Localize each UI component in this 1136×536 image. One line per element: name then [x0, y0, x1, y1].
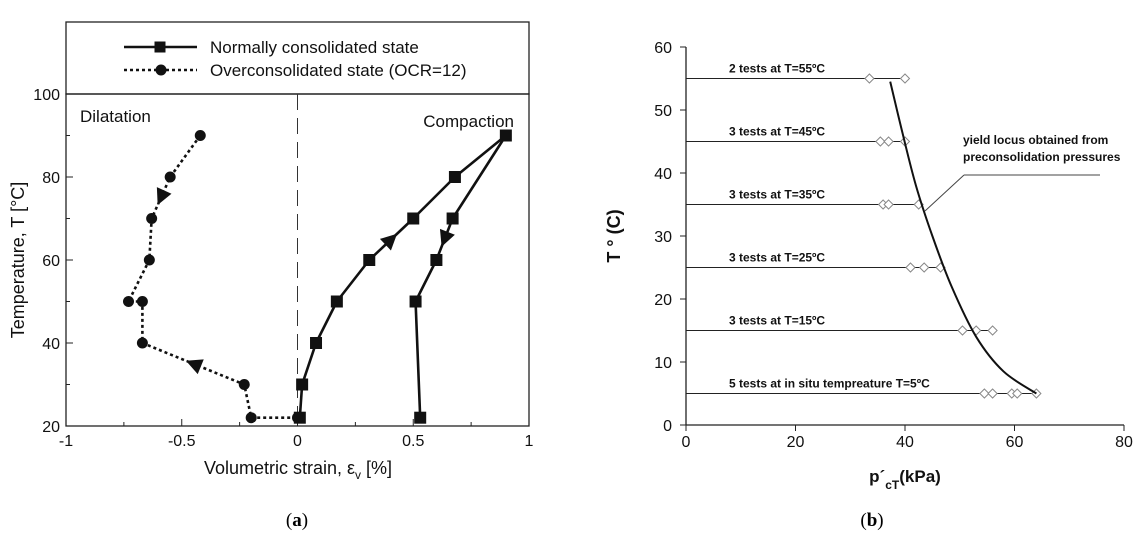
test-line-label: 3 tests at T=45ºC: [729, 125, 825, 139]
x-tick-label-a: -1: [59, 433, 73, 450]
data-point-square: [409, 295, 422, 308]
data-point-circle: [143, 254, 155, 266]
test-point-diamond: [987, 325, 998, 336]
y-tick-label-a: 100: [33, 87, 60, 104]
y-ticks-a: 20 40 60 80 100: [33, 87, 73, 436]
annotation-yield-locus-1: yield locus obtained from: [963, 133, 1108, 147]
data-point-square: [448, 171, 461, 183]
caption-b: (b): [860, 510, 883, 531]
legend-label-oc: Overconsolidated state (OCR=12): [210, 61, 467, 80]
test-point-diamond: [1012, 388, 1023, 399]
data-point-circle: [164, 171, 176, 183]
x-tick-label-b: 40: [896, 434, 914, 451]
data-point-circle: [245, 412, 257, 424]
test-point-diamond: [883, 199, 894, 210]
data-point-circle: [146, 213, 158, 224]
series-line-normally-consolidated: [298, 134, 508, 418]
test-line-label: 3 tests at T=35ºC: [729, 188, 825, 202]
direction-arrow: [379, 233, 398, 251]
data-point-square: [407, 212, 420, 225]
data-point-square: [330, 295, 343, 308]
test-point-diamond: [957, 325, 968, 336]
legend-box-a: [65, 21, 530, 95]
x-tick-label-b: 20: [787, 434, 805, 451]
data-point-circle: [136, 296, 148, 307]
x-tick-label-a: 0.5: [402, 433, 424, 450]
y-axis-label-a: Temperature, T [°C]: [8, 182, 28, 339]
data-point-square: [430, 254, 443, 266]
y-tick-label-b: 0: [663, 418, 672, 435]
x-tick-label-a: 0: [293, 433, 302, 450]
y-tick-label-b: 30: [654, 229, 672, 246]
y-tick-label-b: 60: [654, 40, 672, 57]
data-point-circle: [194, 130, 206, 141]
data-point-square: [414, 411, 427, 424]
test-point-diamond: [883, 136, 894, 147]
series-line-overconsolidated: [127, 134, 298, 420]
chart-a: Normally consolidated state Overconsolid…: [8, 21, 534, 531]
data-point-square: [310, 337, 323, 349]
y-tick-label-a: 60: [42, 253, 60, 270]
annotation-compaction: Compaction: [423, 112, 514, 131]
data-point-circle: [238, 379, 250, 390]
x-ticks-a: -1 -0.5 0 0.5 1: [59, 419, 534, 450]
x-tick-label-b: 80: [1115, 434, 1133, 451]
test-line-label: 3 tests at T=25ºC: [729, 251, 825, 265]
legend-label-nc: Normally consolidated state: [210, 38, 419, 57]
direction-arrow: [156, 187, 172, 206]
test-line-label: 5 tests at in situ tempreature T=5ºC: [729, 377, 930, 391]
test-point-diamond: [987, 388, 998, 399]
test-line-label: 3 tests at T=15ºC: [729, 314, 825, 328]
y-axis-label-b: T ° (C): [604, 209, 624, 262]
x-tick-label-a: -0.5: [168, 433, 196, 450]
y-tick-label-a: 40: [42, 336, 60, 353]
data-point-circle: [136, 337, 148, 349]
test-point-diamond: [875, 136, 886, 147]
y-ticks-b: 0 10 20 30 40 50 60: [654, 40, 686, 435]
legend-marker-nc: [154, 41, 166, 53]
direction-arrow: [185, 359, 204, 375]
test-lines: 2 tests at T=55ºC 3 tests at T=45ºC 3 test…: [686, 62, 1042, 399]
test-point-diamond: [864, 73, 875, 84]
y-tick-label-b: 10: [654, 355, 672, 372]
x-tick-label-a: 1: [525, 433, 534, 450]
legend-marker-oc: [155, 64, 167, 76]
direction-arrow: [439, 228, 455, 247]
series-a: [123, 129, 512, 424]
annotation-dilatation: Dilatation: [80, 107, 151, 126]
test-point-diamond: [899, 73, 911, 84]
y-tick-label-a: 20: [42, 419, 60, 436]
chart-b: 0 20 40 60 80 0 10 20 30 40 50 60 2 tests at T=55º…: [604, 40, 1133, 531]
y-tick-label-b: 50: [654, 103, 672, 120]
yield-locus-curve: [889, 81, 1037, 395]
test-line-label: 2 tests at T=55ºC: [729, 62, 825, 76]
x-tick-label-b: 60: [1006, 434, 1024, 451]
data-point-circle: [292, 412, 303, 424]
x-ticks-b: 0 20 40 60 80: [682, 425, 1133, 451]
data-point-square: [446, 212, 459, 225]
y-tick-label-a: 80: [42, 170, 60, 187]
data-point-square: [363, 254, 376, 266]
x-axis-label-b: p´cT(kPa): [869, 467, 941, 492]
annotation-leader-arrow: [924, 174, 965, 212]
x-axis-label-a: Volumetric strain, εv [%]: [204, 458, 392, 482]
test-point-diamond: [979, 388, 990, 399]
annotation-yield-locus-2: preconsolidation pressures: [963, 150, 1121, 164]
y-tick-label-b: 20: [654, 292, 672, 309]
x-tick-label-b: 0: [682, 434, 691, 451]
y-tick-label-b: 40: [654, 166, 672, 183]
test-point-diamond: [905, 262, 916, 273]
data-point-square: [296, 378, 309, 391]
caption-a: (a): [286, 510, 308, 531]
test-point-diamond: [918, 262, 930, 273]
data-point-square: [499, 129, 512, 142]
data-point-circle: [123, 296, 135, 307]
legend-a: Normally consolidated state Overconsolid…: [124, 38, 467, 80]
